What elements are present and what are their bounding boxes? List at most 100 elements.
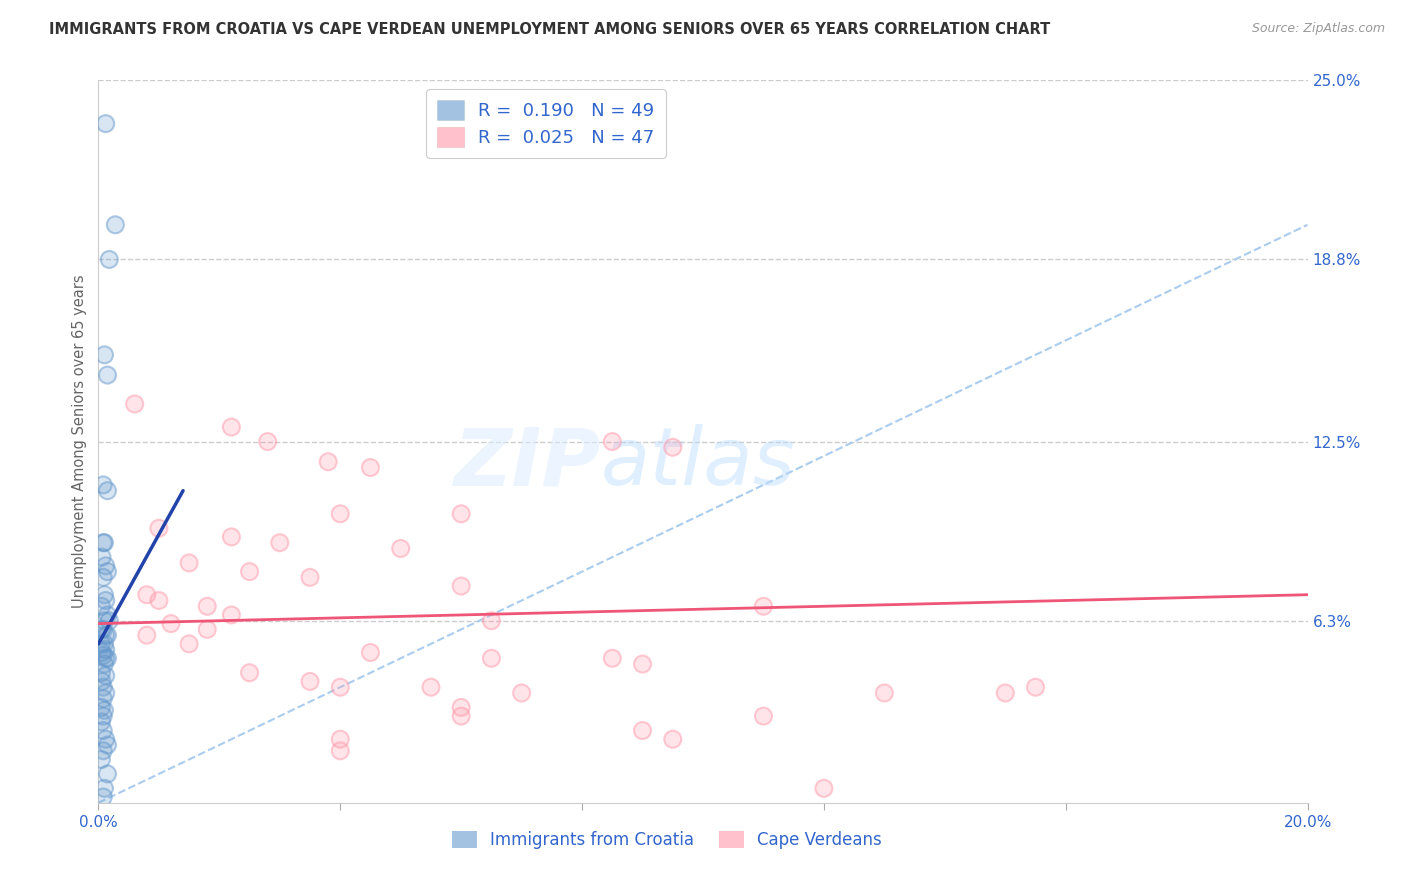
Point [96, 483, 118, 498]
Point [329, 507, 352, 521]
Legend: Immigrants from Croatia, Cape Verdeans: Immigrants from Croatia, Cape Verdeans [444, 824, 889, 856]
Point [602, 434, 624, 449]
Text: Source: ZipAtlas.com: Source: ZipAtlas.com [1251, 22, 1385, 36]
Point [329, 507, 352, 521]
Point [179, 556, 201, 570]
Text: atlas: atlas [600, 425, 794, 502]
Point [631, 723, 654, 738]
Point [93, 535, 115, 549]
Point [179, 556, 201, 570]
Point [752, 709, 775, 723]
Point [91, 623, 114, 637]
Point [602, 434, 624, 449]
Point [94, 686, 117, 700]
Point [94, 628, 117, 642]
Point [91, 744, 114, 758]
Point [93, 703, 115, 717]
Point [94, 593, 117, 607]
Point [93, 781, 115, 796]
Point [124, 397, 146, 411]
Point [104, 218, 127, 232]
Point [96, 368, 118, 382]
Point [239, 565, 262, 579]
Point [420, 680, 443, 694]
Point [96, 607, 118, 622]
Point [94, 558, 117, 573]
Point [135, 628, 157, 642]
Point [104, 218, 127, 232]
Point [91, 744, 114, 758]
Text: ZIP: ZIP [453, 425, 600, 502]
Point [329, 744, 352, 758]
Point [90, 665, 112, 680]
Point [450, 507, 472, 521]
Point [602, 651, 624, 665]
Point [90, 752, 112, 766]
Point [389, 541, 412, 556]
Point [221, 607, 243, 622]
Point [160, 616, 183, 631]
Point [221, 530, 243, 544]
Point [98, 252, 121, 267]
Point [96, 651, 118, 665]
Point [195, 623, 218, 637]
Point [94, 668, 117, 682]
Point [299, 570, 322, 584]
Point [661, 440, 683, 454]
Point [91, 723, 114, 738]
Point [90, 637, 112, 651]
Point [91, 570, 114, 584]
Point [450, 700, 472, 714]
Point [1024, 680, 1046, 694]
Point [602, 651, 624, 665]
Point [329, 732, 352, 747]
Point [148, 593, 170, 607]
Point [450, 579, 472, 593]
Point [873, 686, 896, 700]
Point [873, 686, 896, 700]
Point [93, 614, 115, 628]
Point [148, 521, 170, 535]
Point [481, 651, 503, 665]
Point [269, 535, 291, 549]
Point [420, 680, 443, 694]
Point [91, 570, 114, 584]
Point [661, 732, 683, 747]
Point [90, 752, 112, 766]
Point [94, 651, 117, 665]
Point [96, 628, 118, 642]
Point [221, 530, 243, 544]
Point [994, 686, 1017, 700]
Point [329, 732, 352, 747]
Point [195, 599, 218, 614]
Point [160, 616, 183, 631]
Point [481, 614, 503, 628]
Point [389, 541, 412, 556]
Point [93, 348, 115, 362]
Point [96, 738, 118, 752]
Point [94, 593, 117, 607]
Point [91, 680, 114, 694]
Point [91, 709, 114, 723]
Point [93, 781, 115, 796]
Point [94, 117, 117, 131]
Point [221, 420, 243, 434]
Text: IMMIGRANTS FROM CROATIA VS CAPE VERDEAN UNEMPLOYMENT AMONG SENIORS OVER 65 YEARS: IMMIGRANTS FROM CROATIA VS CAPE VERDEAN … [49, 22, 1050, 37]
Point [91, 478, 114, 492]
Point [221, 607, 243, 622]
Point [96, 565, 118, 579]
Point [90, 599, 112, 614]
Point [96, 368, 118, 382]
Point [135, 588, 157, 602]
Point [91, 550, 114, 565]
Point [91, 648, 114, 663]
Point [91, 680, 114, 694]
Point [299, 674, 322, 689]
Point [450, 579, 472, 593]
Point [98, 614, 121, 628]
Point [90, 714, 112, 729]
Point [94, 642, 117, 657]
Point [752, 599, 775, 614]
Point [93, 588, 115, 602]
Point [631, 723, 654, 738]
